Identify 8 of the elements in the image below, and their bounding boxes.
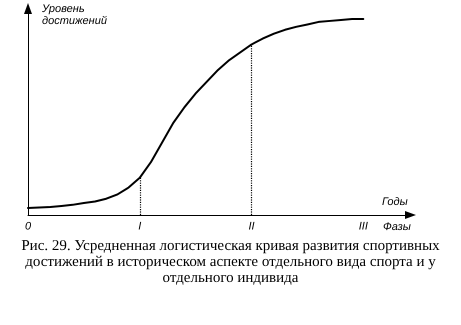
y-axis-title: Уровень достижений <box>42 3 108 27</box>
text: Рис. 29. Усредненная логистическая кривая развития спортивных достижений в историческом аспекте отдельного вида спорта и у отдельного индивида <box>20 238 441 286</box>
x-axis-title: Годы <box>382 196 408 208</box>
x-tick-label: III <box>358 220 368 232</box>
text: Фазы <box>383 221 411 233</box>
x-tick-label: I <box>138 220 142 232</box>
x-tick-label: 0 <box>24 220 32 232</box>
x-tick-label: II <box>248 220 255 232</box>
